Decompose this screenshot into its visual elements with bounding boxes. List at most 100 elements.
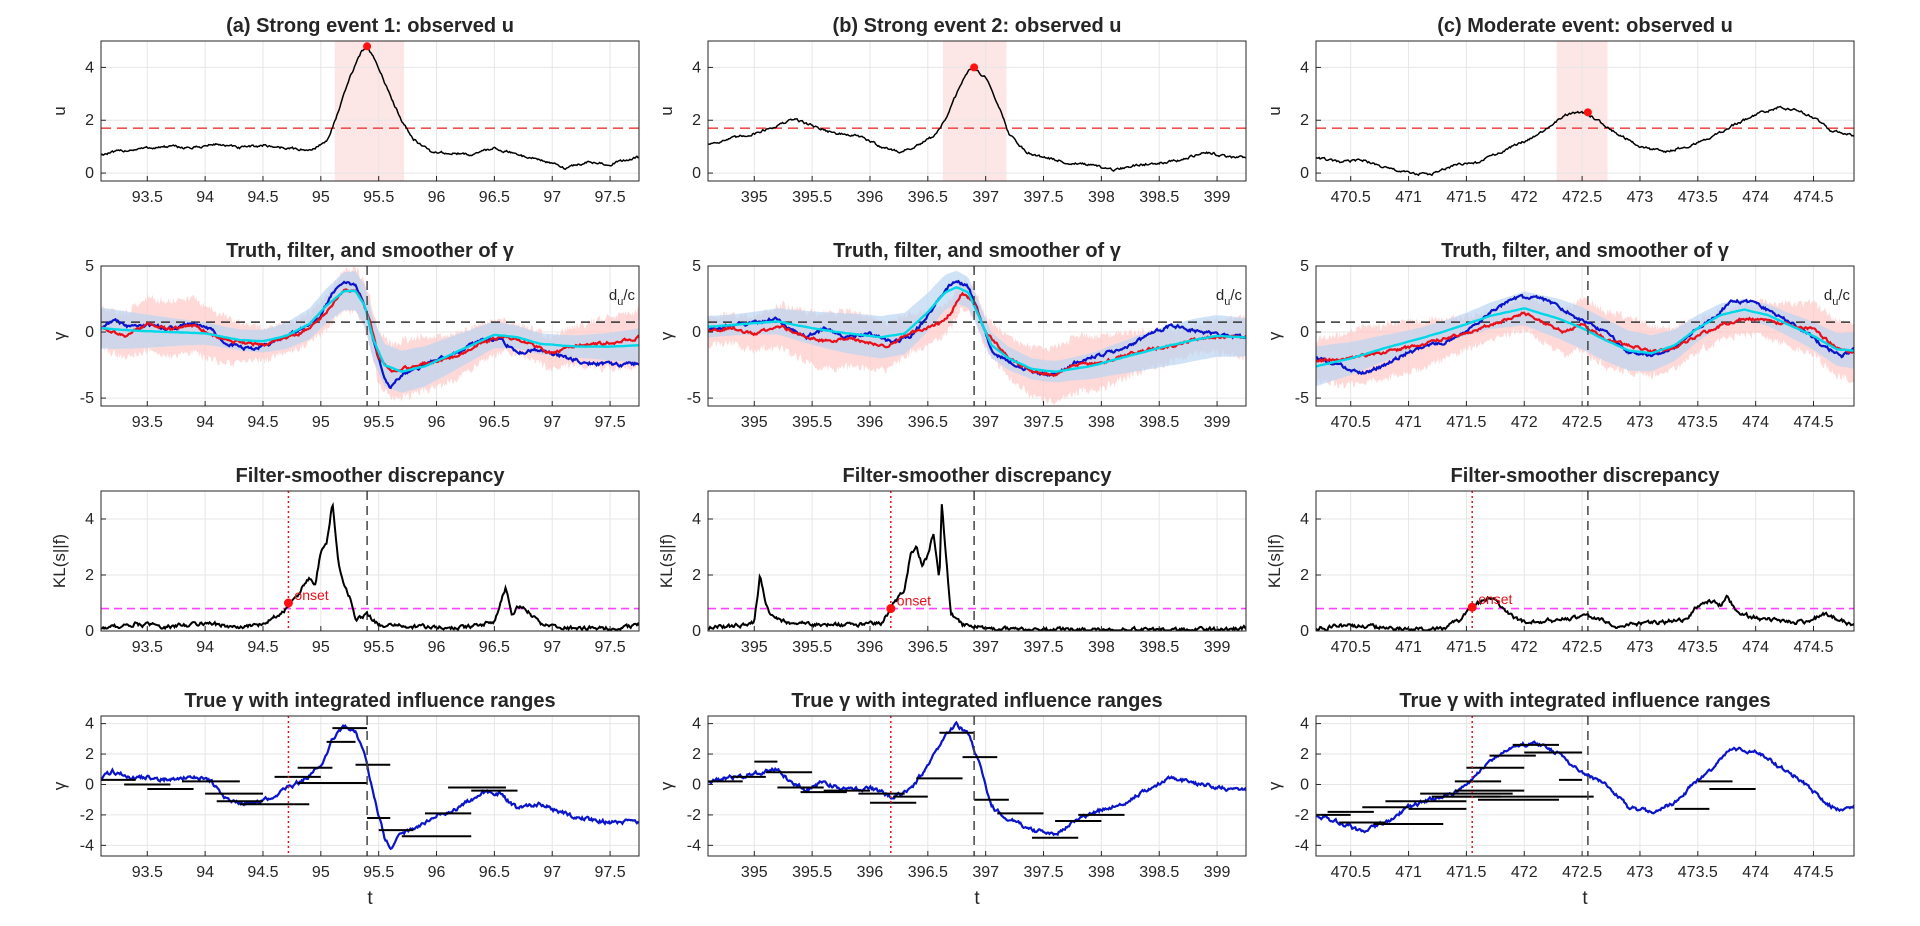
x-tick-label: 398 [1088,864,1115,881]
axes-box [1315,40,1855,182]
x-tick-label: 94.5 [247,414,278,431]
x-tick-label: 398 [1088,639,1115,656]
x-tick-label: 473 [1627,639,1654,656]
panel-title: (b) Strong event 2: observed u [833,15,1122,37]
x-tick-label: 473 [1627,189,1654,206]
axes-box [1315,715,1855,857]
panel-c-3: onset 470.5 471 471.5 472 472.5 473 473.5 474 474… [1265,465,1855,656]
x-tick-label: 471 [1395,414,1422,431]
y-tick-label: 0 [85,776,94,793]
x-tick-label: 395 [741,414,768,431]
kl-line [1316,594,1854,631]
smoother-line [1316,307,1854,368]
x-tick-label: 398.5 [1139,864,1179,881]
x-axis-label: t [974,888,980,909]
panel-title: True γ with integrated influence ranges [1399,690,1770,712]
plot-content [1316,105,1854,177]
axes-box [707,715,1247,857]
x-tick-label: 474 [1742,639,1769,656]
y-axis-label: γ [657,781,676,790]
plot-content [101,42,639,171]
onset-label: onset [897,593,931,609]
y-tick-label: 0 [85,165,94,182]
y-axis-label: γ [50,781,69,790]
x-tick-label: 95 [312,639,330,656]
x-tick-label: 399 [1204,414,1231,431]
x-axis-label: t [1582,888,1588,909]
x-tick-label: 96.5 [479,414,510,431]
y-tick-label: 4 [85,716,94,733]
x-tick-label: 398.5 [1139,639,1179,656]
onset-label: onset [294,587,328,603]
peak-marker [363,42,372,51]
x-tick-label: 398 [1088,189,1115,206]
x-tick-label: 396 [857,639,884,656]
y-axis-label: KL(s||f) [50,534,69,588]
smoother-band [708,270,1246,383]
x-tick-label: 470.5 [1331,189,1371,206]
observed-u-line [708,66,1246,173]
y-tick-label: 4 [692,59,701,76]
x-tick-label: 396.5 [908,639,948,656]
panel-c-2: du/c 470.5 471 471.5 472 472.5 473 473.5 474 474.… [1265,240,1855,431]
x-tick-label: 396 [857,864,884,881]
x-tick-label: 398.5 [1139,189,1179,206]
x-tick-label: 397 [972,639,999,656]
x-tick-label: 474.5 [1793,414,1833,431]
x-tick-label: 473.5 [1678,189,1718,206]
x-tick-label: 472 [1511,639,1538,656]
x-tick-label: 94.5 [247,189,278,206]
du-c-label-d: d [1216,287,1224,304]
grid [1316,716,1854,856]
x-tick-label: 395.5 [792,639,832,656]
y-tick-label: 2 [1300,112,1309,129]
x-tick-label: 398.5 [1139,414,1179,431]
x-tick-label: 95.5 [363,414,394,431]
y-tick-label: 2 [85,746,94,763]
onset-marker [1467,602,1477,612]
y-tick-label: 2 [692,746,701,763]
x-tick-label: 474.5 [1793,639,1833,656]
x-tick-label: 472.5 [1562,864,1602,881]
y-tick-label: 2 [85,112,94,129]
du-c-label: du/c [1216,287,1243,308]
x-tick-label: 95 [312,414,330,431]
plot-content [101,491,639,631]
x-tick-label: 397.5 [1024,639,1064,656]
x-tick-label: 96 [428,864,446,881]
x-tick-label: 395.5 [792,189,832,206]
panel-b-3: onset 395 395.5 396 396.5 397 397.5 398 398.5 399… [657,465,1247,656]
x-tick-label: 97.5 [595,189,626,206]
x-tick-label: 473 [1627,864,1654,881]
x-tick-label: 470.5 [1331,864,1371,881]
x-tick-label: 94 [196,189,214,206]
y-tick-label: 5 [1300,258,1309,275]
x-tick-label: 473.5 [1678,639,1718,656]
panel-title: (c) Moderate event: observed u [1437,15,1733,37]
x-tick-label: 396.5 [908,414,948,431]
x-tick-label: 472.5 [1562,414,1602,431]
panel-b-4: 395 395.5 396 396.5 397 397.5 398 398.5 399 -4 -2 0… [657,690,1247,909]
x-tick-label: 472 [1511,189,1538,206]
x-axis-label: t [367,888,373,909]
plot-area [101,716,639,856]
plot-content [1316,266,1854,406]
panel-title: Filter-smoother discrepancy [1451,465,1721,487]
x-tick-label: 472 [1511,864,1538,881]
du-c-label: du/c [609,287,636,308]
panel-b-2: du/c 395 395.5 396 396.5 397 397.5 398 398.5 399 -… [657,240,1247,431]
y-tick-label: 5 [692,258,701,275]
x-tick-label: 395.5 [792,414,832,431]
y-tick-label: 4 [85,511,94,528]
x-tick-label: 395 [741,189,768,206]
axes-box [1315,490,1855,632]
x-tick-label: 395 [741,864,768,881]
y-tick-label: 0 [692,324,701,341]
y-tick-label: 2 [692,112,701,129]
x-tick-label: 472.5 [1562,189,1602,206]
x-tick-label: 97.5 [595,414,626,431]
y-axis-label: u [657,106,676,115]
y-tick-label: -5 [80,390,94,407]
x-tick-label: 473.5 [1678,864,1718,881]
du-c-label: du/c [1824,287,1851,308]
